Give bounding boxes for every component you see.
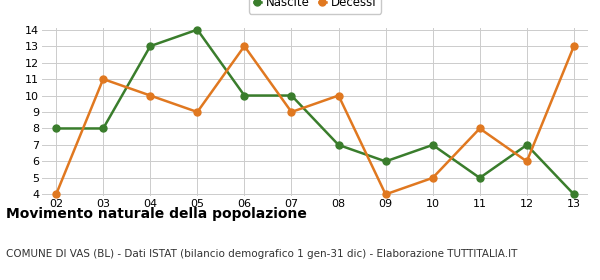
Decessi <box>241 45 248 48</box>
Decessi <box>53 193 60 196</box>
Nascite <box>100 127 107 130</box>
Nascite <box>335 143 342 147</box>
Nascite <box>476 176 484 179</box>
Decessi <box>288 110 295 114</box>
Decessi <box>476 127 484 130</box>
Nascite <box>570 193 577 196</box>
Legend: Nascite, Decessi: Nascite, Decessi <box>249 0 381 14</box>
Nascite <box>53 127 60 130</box>
Decessi <box>194 110 201 114</box>
Decessi <box>523 160 530 163</box>
Nascite <box>429 143 436 147</box>
Text: COMUNE DI VAS (BL) - Dati ISTAT (bilancio demografico 1 gen-31 dic) - Elaborazio: COMUNE DI VAS (BL) - Dati ISTAT (bilanci… <box>6 249 517 259</box>
Line: Nascite: Nascite <box>53 26 577 198</box>
Decessi <box>429 176 436 179</box>
Decessi <box>146 94 154 97</box>
Decessi <box>100 77 107 81</box>
Decessi <box>335 94 342 97</box>
Nascite <box>241 94 248 97</box>
Decessi <box>382 193 389 196</box>
Text: Movimento naturale della popolazione: Movimento naturale della popolazione <box>6 207 307 221</box>
Nascite <box>146 45 154 48</box>
Nascite <box>194 28 201 31</box>
Nascite <box>288 94 295 97</box>
Nascite <box>523 143 530 147</box>
Decessi <box>570 45 577 48</box>
Nascite <box>382 160 389 163</box>
Line: Decessi: Decessi <box>53 43 577 198</box>
